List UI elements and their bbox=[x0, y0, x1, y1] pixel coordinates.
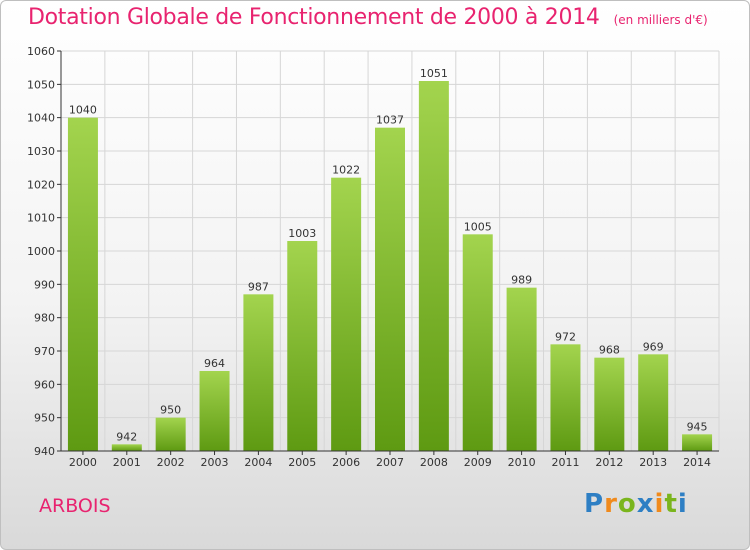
bar bbox=[462, 234, 493, 451]
x-tick-label: 2005 bbox=[288, 456, 316, 469]
town-name: ARBOIS bbox=[39, 495, 111, 517]
logo-letter: P bbox=[584, 489, 605, 519]
y-tick-label: 1030 bbox=[27, 145, 55, 158]
logo-letter: t bbox=[664, 489, 678, 519]
y-tick-label: 940 bbox=[34, 445, 55, 458]
y-tick-label: 1000 bbox=[27, 245, 55, 258]
data-label: 969 bbox=[643, 340, 664, 353]
x-tick-label: 2003 bbox=[201, 456, 229, 469]
x-tick-label: 2007 bbox=[376, 456, 404, 469]
x-tick-label: 2013 bbox=[639, 456, 667, 469]
y-tick-label: 970 bbox=[34, 345, 55, 358]
data-label: 1051 bbox=[420, 67, 448, 80]
x-tick-label: 2008 bbox=[420, 456, 448, 469]
bar bbox=[331, 177, 362, 451]
logo-letter: o bbox=[617, 489, 637, 519]
bar bbox=[594, 357, 625, 451]
x-tick-label: 2000 bbox=[69, 456, 97, 469]
bar bbox=[243, 294, 274, 451]
data-label: 1005 bbox=[464, 220, 492, 233]
bar bbox=[111, 444, 142, 451]
data-label: 1037 bbox=[376, 114, 404, 127]
bar bbox=[67, 117, 98, 452]
y-tick-label: 980 bbox=[34, 312, 55, 325]
y-tick-label: 990 bbox=[34, 278, 55, 291]
x-tick-label: 2011 bbox=[551, 456, 579, 469]
bar bbox=[638, 354, 669, 451]
labels-group: 940 950 960 970 980 990 1000 1010 1020 1030 1040 10… bbox=[27, 45, 711, 469]
logo-letter: i bbox=[677, 489, 688, 519]
data-label: 1040 bbox=[69, 104, 97, 117]
y-tick-label: 1050 bbox=[27, 78, 55, 91]
data-label: 950 bbox=[160, 404, 181, 417]
data-label: 989 bbox=[511, 274, 532, 287]
data-label: 987 bbox=[248, 280, 269, 293]
chart-subtitle: (en milliers d'€) bbox=[613, 13, 708, 27]
axes-group bbox=[57, 50, 719, 455]
data-label: 945 bbox=[687, 420, 708, 433]
logo-letter: r bbox=[604, 489, 618, 519]
data-label: 1022 bbox=[332, 164, 360, 177]
bar bbox=[287, 241, 318, 451]
y-tick-label: 1040 bbox=[27, 112, 55, 125]
bars-group bbox=[67, 81, 713, 452]
proxiti-logo: Proxiti bbox=[584, 489, 688, 519]
data-label: 942 bbox=[116, 430, 137, 443]
x-tick-label: 2014 bbox=[683, 456, 711, 469]
data-label: 964 bbox=[204, 357, 225, 370]
y-tick-label: 1020 bbox=[27, 178, 55, 191]
x-tick-label: 2010 bbox=[508, 456, 536, 469]
y-tick-label: 1010 bbox=[27, 212, 55, 225]
bar bbox=[199, 371, 230, 451]
logo-letter: i bbox=[654, 489, 665, 519]
chart-title: Dotation Globale de Fonctionnement de 20… bbox=[28, 5, 600, 30]
bar bbox=[682, 434, 713, 451]
data-label: 968 bbox=[599, 344, 620, 357]
bar bbox=[506, 287, 537, 451]
bar bbox=[155, 417, 186, 451]
y-tick-label: 950 bbox=[34, 412, 55, 425]
y-tick-label: 1060 bbox=[27, 45, 55, 58]
logo-letter: x bbox=[636, 489, 655, 519]
data-label: 972 bbox=[555, 330, 576, 343]
x-tick-label: 2001 bbox=[113, 456, 141, 469]
x-tick-label: 2002 bbox=[157, 456, 185, 469]
title-block: Dotation Globale de Fonctionnement de 20… bbox=[28, 5, 708, 30]
bar bbox=[375, 127, 405, 452]
data-label: 1003 bbox=[288, 227, 316, 240]
x-tick-label: 2004 bbox=[244, 456, 272, 469]
bar bbox=[418, 81, 449, 451]
x-tick-label: 2009 bbox=[464, 456, 492, 469]
y-tick-label: 960 bbox=[34, 378, 55, 391]
x-tick-label: 2012 bbox=[595, 456, 623, 469]
bar bbox=[550, 344, 581, 451]
x-tick-label: 2006 bbox=[332, 456, 360, 469]
